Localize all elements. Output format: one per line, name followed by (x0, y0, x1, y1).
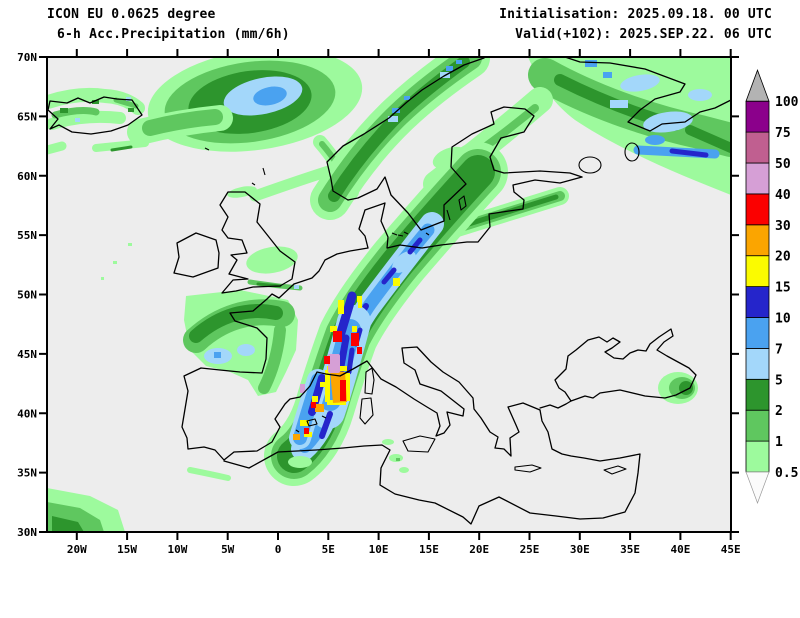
lat-tick-label: 30N (17, 526, 37, 539)
coast-scandinavia-baltic (347, 106, 583, 231)
colorbar-legend: 0.5 1 2 5 7 10 15 20 30 40 50 75 100 (745, 69, 799, 505)
island-corsica (364, 367, 375, 395)
colorbar-segment (745, 317, 770, 349)
colorbar-label: 20 (775, 250, 791, 265)
coast-whitesea (564, 57, 731, 132)
precip-africa-specks (187, 439, 409, 481)
islands-small (204, 147, 451, 433)
lat-tick-label: 50N (17, 289, 37, 302)
lon-tick-label: 15W (117, 543, 137, 556)
colorbar-segment (745, 286, 770, 318)
colorbar-label: 0.5 (775, 466, 798, 481)
lon-tick-label: 25E (520, 543, 540, 556)
model-title: ICON EU 0.0625 degree (47, 7, 216, 22)
island-crete (514, 464, 542, 473)
colorbar-segment (745, 440, 770, 473)
colorbar-label: 5 (775, 373, 783, 388)
precip-sw-corner (47, 488, 125, 532)
colorbar-label: 100 (775, 95, 799, 110)
colorbar-label: 15 (775, 281, 791, 296)
lon-tick-label: 20W (67, 543, 87, 556)
colorbar-segment (745, 162, 770, 195)
island-gotland (458, 195, 467, 211)
lat-tick-label: 45N (17, 348, 37, 361)
lon-tick-label: 0 (275, 543, 282, 556)
colorbar-segment (745, 131, 770, 164)
lon-tick-label: 10W (167, 543, 187, 556)
island-sardinia (359, 397, 374, 425)
lat-tick-label: 40N (17, 407, 37, 420)
lon-tick-label: 10E (369, 543, 389, 556)
colorbar-label: 2 (775, 404, 783, 419)
island-sicily (402, 435, 436, 453)
island-mallorca (306, 418, 318, 427)
lat-tick-label: 60N (17, 170, 37, 183)
colorbar-segment (745, 347, 770, 380)
lat-tick-label: 65N (17, 110, 37, 123)
colorbar-label: 1 (775, 435, 783, 450)
colorbar-segment (745, 100, 770, 133)
lon-tick-label: 35E (620, 543, 640, 556)
lon-tick-label: 20E (469, 543, 489, 556)
colorbar-segment (745, 224, 770, 257)
colorbar-label: 30 (775, 219, 791, 234)
coast-norway-west (326, 57, 485, 201)
lon-tick-label: 40E (670, 543, 690, 556)
colorbar-segment (745, 378, 770, 411)
precip-iceland (47, 87, 149, 280)
init-time: Initialisation: 2025.09.18. 00 UTC (499, 7, 772, 22)
colorbar-underflow-arrow (745, 471, 770, 505)
precip-blacksea-spot (658, 372, 698, 404)
lon-tick-label: 15E (419, 543, 439, 556)
colorbar-segment (745, 193, 770, 226)
precip-iberia-north (183, 290, 298, 396)
lake-onega (624, 142, 640, 162)
variable-title: 6-h Acc.Precipitation (mm/6h) (57, 27, 290, 42)
colorbar-label: 75 (775, 126, 791, 141)
latitude-axis: 70N 65N 60N 55N 50N 45N 40N 35N 30N (17, 51, 739, 539)
colorbar-overflow-arrow (745, 69, 770, 102)
colorbar-segment (745, 255, 770, 287)
coast-iceland (47, 96, 143, 135)
coast-ireland (173, 232, 220, 278)
precip-atlantic-blob (127, 57, 363, 202)
lon-tick-label: 45E (721, 543, 741, 556)
island-cyprus (603, 465, 627, 475)
lat-tick-label: 35N (17, 467, 37, 480)
longitude-axis: 20W 15W 10W 5W 0 5E 10E 15E 20E 25E 30E 35E 40E 45E (67, 49, 741, 556)
coastlines (47, 57, 731, 525)
lon-tick-label: 30E (570, 543, 590, 556)
coast-blacksea (554, 328, 697, 402)
valid-time: Valid(+102): 2025.SEP.22. 06 UTC (515, 27, 772, 42)
lake-ladoga (578, 156, 602, 174)
colorbar-label: 7 (775, 342, 783, 357)
coast-britain (219, 191, 296, 294)
precip-field (47, 57, 731, 532)
lon-tick-label: 5E (322, 543, 335, 556)
colorbar-label: 50 (775, 157, 791, 172)
coast-marmara (539, 400, 572, 409)
coast-africa-levant (223, 409, 641, 525)
coast-west-europe (181, 283, 541, 461)
lat-tick-label: 70N (17, 51, 37, 64)
lon-tick-label: 5W (221, 543, 235, 556)
precip-intense-core (289, 291, 371, 449)
lat-tick-label: 55N (17, 229, 37, 242)
coast-baltic-south (293, 176, 583, 285)
colorbar-label: 40 (775, 188, 791, 203)
colorbar-label: 10 (775, 312, 791, 327)
colorbar-segment (745, 409, 770, 442)
